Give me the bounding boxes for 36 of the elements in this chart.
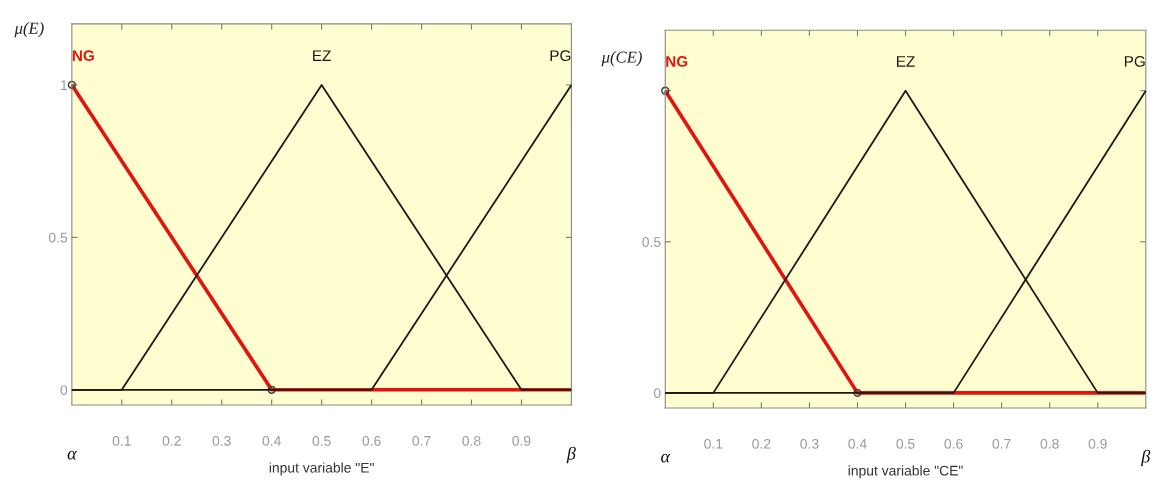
- y-tick-label: 0.5: [48, 232, 68, 243]
- x-tick-label: 0.4: [848, 438, 867, 449]
- text: β: [566, 446, 576, 464]
- x-tick-label: 0.6: [944, 438, 963, 449]
- x-tick-label: 0.1: [112, 435, 131, 446]
- x-axis-title: input variable "E": [269, 462, 374, 476]
- x-tick-label: 0.4: [262, 435, 281, 446]
- text: α: [661, 453, 671, 463]
- series-label: PG: [550, 50, 571, 62]
- x-tick-label: 0.9: [512, 435, 531, 446]
- x-tick-label: 0.7: [412, 435, 431, 446]
- x-tick-label: 0.6: [362, 435, 381, 446]
- series-label: EZ: [313, 50, 331, 61]
- y-tick-label: 0: [60, 385, 68, 395]
- x-tick-label: 0.2: [162, 435, 181, 446]
- x-tick-label: 0.1: [704, 438, 723, 449]
- x-tick-label: 0.5: [312, 435, 331, 446]
- x-axis-title: input variable "CE": [848, 465, 963, 479]
- x-tick-label: 0.9: [1088, 438, 1107, 449]
- series-label: NG: [72, 50, 94, 62]
- x-tick-label: 0.5: [896, 438, 915, 449]
- series-label: PG: [1124, 56, 1145, 67]
- series-label: EZ: [897, 56, 915, 67]
- series-label: NG: [666, 56, 688, 67]
- x-tick-label: 0.3: [800, 438, 819, 449]
- x-tick-label: 0.7: [992, 438, 1011, 449]
- x-tick-label: 0.3: [212, 435, 231, 446]
- x-tick-label: 0.2: [752, 438, 771, 449]
- y-axis-title: μ(CE): [601, 51, 642, 67]
- text: α: [67, 450, 77, 460]
- y-axis-title: μ(E): [14, 22, 44, 38]
- y-tick-label: 0: [653, 388, 661, 399]
- y-tick-label: 1: [61, 80, 68, 90]
- x-tick-label: 0.8: [462, 435, 481, 446]
- x-tick-label: 0.8: [1040, 438, 1059, 449]
- text: β: [1141, 449, 1151, 467]
